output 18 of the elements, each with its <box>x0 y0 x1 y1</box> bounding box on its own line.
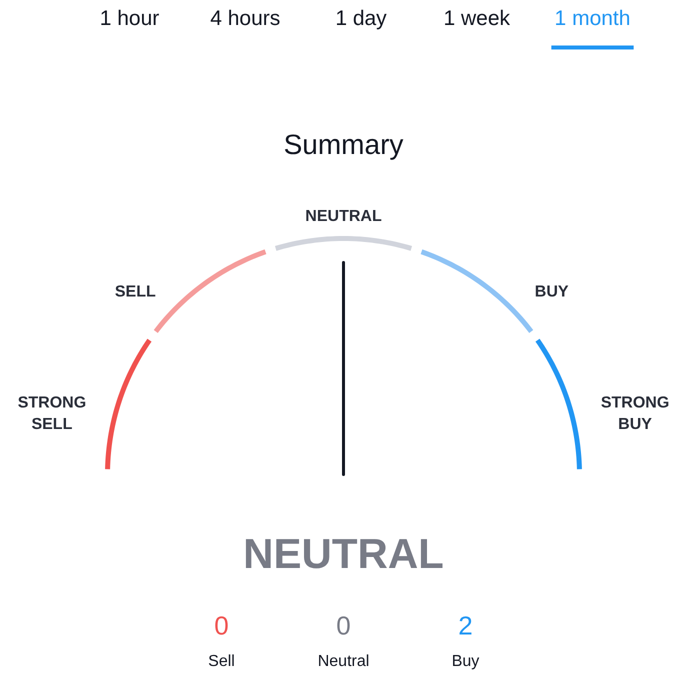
data-label: 0 <box>214 610 229 640</box>
text: NEUTRAL <box>243 530 444 577</box>
slice-label: SELL <box>114 283 156 300</box>
slice-label: STRONG SELL <box>18 394 86 433</box>
category-label: 1 week <box>443 7 511 30</box>
category-label: 1 day <box>335 7 388 30</box>
data-label: 0 <box>336 610 351 640</box>
category-label: 4 hours <box>210 7 280 30</box>
category-label: Buy <box>452 653 480 670</box>
slice-label: STRONG BUY <box>600 394 670 433</box>
category-label: 1 hour <box>100 7 160 30</box>
category-label: Sell <box>208 653 235 670</box>
data-label: 2 <box>458 610 473 640</box>
slice-label: BUY <box>534 283 569 300</box>
slice-label: NEUTRAL <box>305 208 382 225</box>
category-label: 1 month <box>554 7 630 30</box>
category-label: Neutral <box>318 653 370 670</box>
chart-title: Summary <box>284 129 404 160</box>
